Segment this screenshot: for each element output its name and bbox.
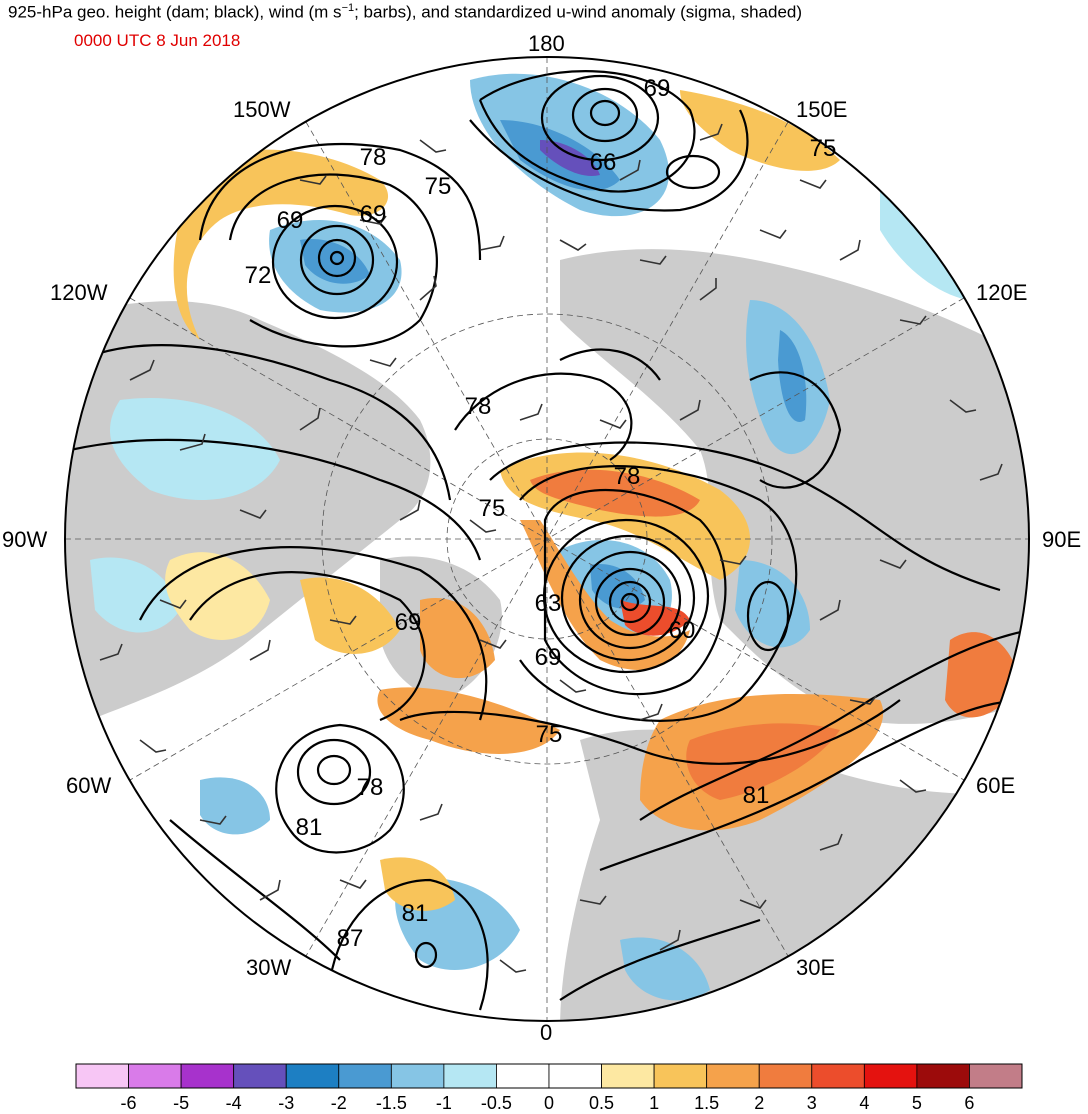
contour-label-c16: 75 bbox=[536, 721, 563, 748]
lon-label-30e: 30E bbox=[796, 955, 836, 980]
colorbar-tick-label: 1.5 bbox=[694, 1093, 720, 1113]
contour-label-c8: 72 bbox=[245, 262, 272, 289]
contour-label-c6: 69 bbox=[277, 207, 304, 234]
contour-label-c13: 60 bbox=[669, 617, 696, 644]
contour-label-c12: 63 bbox=[535, 590, 562, 617]
colorbar-swatch bbox=[969, 1063, 1023, 1089]
colorbar-tick-label: -3 bbox=[278, 1093, 295, 1113]
colorbar bbox=[75, 1063, 1023, 1089]
contour-label-c9: 78 bbox=[465, 393, 492, 420]
colorbar-swatch bbox=[75, 1063, 129, 1089]
contour-label-c5: 75 bbox=[425, 173, 452, 200]
colorbar-swatch bbox=[390, 1063, 445, 1089]
contour-label-c11: 75 bbox=[479, 495, 506, 522]
contour-label-c14: 69 bbox=[395, 609, 422, 636]
contour-label-c21: 87 bbox=[337, 925, 364, 952]
colorbar-swatch bbox=[180, 1063, 235, 1089]
colorbar-tick-label: -0.5 bbox=[480, 1093, 512, 1113]
colorbar-tick-label: 3 bbox=[806, 1093, 817, 1113]
contour-label-c18: 78 bbox=[357, 774, 384, 801]
map-valid-time: 0000 UTC 8 Jun 2018 bbox=[74, 31, 241, 50]
map-title: 925-hPa geo. height (dam; black), wind (… bbox=[8, 2, 803, 22]
contour-label-c17: 81 bbox=[743, 782, 770, 809]
contour-label-c4: 78 bbox=[360, 144, 387, 171]
lon-label-90w: 90W bbox=[2, 527, 48, 552]
lon-label-180: 180 bbox=[528, 31, 565, 56]
colorbar-swatch bbox=[285, 1063, 340, 1089]
colorbar-swatch bbox=[863, 1063, 918, 1089]
lon-label-60w: 60W bbox=[66, 773, 112, 798]
contour-label-c7: 69 bbox=[360, 201, 387, 228]
lon-label-90e: 90E bbox=[1042, 527, 1082, 552]
lon-label-60e: 60E bbox=[976, 773, 1016, 798]
colorbar-swatch bbox=[128, 1063, 182, 1089]
colorbar-tick-label: -1 bbox=[435, 1093, 452, 1113]
contour-label-c20: 81 bbox=[402, 900, 429, 927]
colorbar-tick-label: 4 bbox=[859, 1093, 870, 1113]
lon-label-150e: 150E bbox=[796, 97, 848, 122]
graticule bbox=[65, 57, 1029, 1021]
contour-label-c1: 69 bbox=[644, 75, 671, 102]
colorbar-swatch bbox=[443, 1063, 497, 1089]
colorbar-swatch bbox=[496, 1063, 550, 1089]
colorbar-swatch bbox=[338, 1063, 392, 1089]
colorbar-tick-label: 0 bbox=[543, 1093, 555, 1113]
wind-barbs bbox=[99, 123, 1003, 973]
colorbar-tick-label: -6 bbox=[120, 1093, 137, 1113]
colorbar-swatch bbox=[233, 1063, 287, 1089]
colorbar-tick-label: 0.5 bbox=[589, 1093, 615, 1113]
colorbar-tick-label: -1.5 bbox=[375, 1093, 407, 1113]
colorbar-tick-label: -2 bbox=[330, 1093, 347, 1113]
lon-label-120w: 120W bbox=[50, 280, 108, 305]
contour-label-c3: 66 bbox=[590, 149, 617, 176]
lon-label-30w: 30W bbox=[246, 955, 292, 980]
colorbar-tick-label: 1 bbox=[649, 1093, 660, 1113]
colorbar-swatch bbox=[758, 1063, 813, 1089]
colorbar-frame bbox=[75, 1063, 1023, 1089]
colorbar-swatch bbox=[916, 1063, 970, 1089]
lon-label-120e: 120E bbox=[976, 280, 1028, 305]
lon-label-0: 0 bbox=[540, 1020, 553, 1045]
colorbar-swatch bbox=[653, 1063, 708, 1089]
colorbar-tick-label: 6 bbox=[964, 1093, 975, 1113]
contour-labels: 69 75 66 78 75 69 69 72 78 78 75 63 60 6… bbox=[245, 75, 837, 952]
colorbar-swatch bbox=[811, 1063, 865, 1089]
colorbar-tick-label: -4 bbox=[225, 1093, 242, 1113]
colorbar-swatch bbox=[548, 1063, 602, 1089]
contour-label-c15: 69 bbox=[535, 644, 562, 671]
colorbar-tick-label: -5 bbox=[173, 1093, 190, 1113]
colorbar-tick-label: 2 bbox=[754, 1093, 765, 1113]
contour-label-c2: 75 bbox=[810, 135, 837, 162]
colorbar-tick-label: 5 bbox=[911, 1093, 922, 1113]
colorbar-swatch bbox=[706, 1063, 760, 1089]
contour-label-c10: 78 bbox=[614, 463, 641, 490]
colorbar-swatch bbox=[601, 1063, 655, 1089]
height-contours bbox=[69, 70, 1029, 1011]
lon-label-150w: 150W bbox=[233, 97, 291, 122]
contour-label-c19: 81 bbox=[296, 814, 323, 841]
map-boundary bbox=[64, 56, 1030, 1022]
